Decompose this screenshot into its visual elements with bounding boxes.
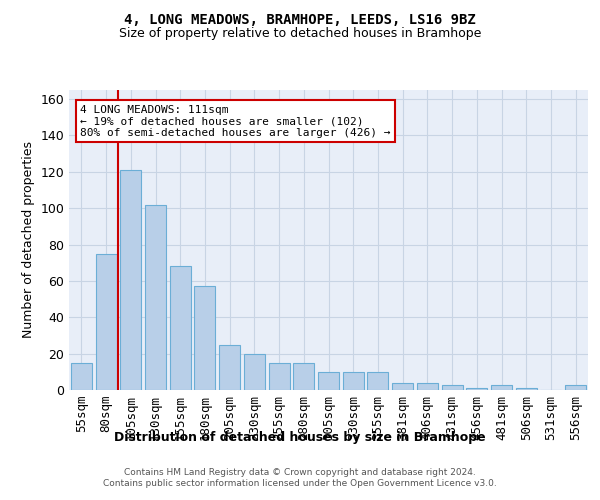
Bar bbox=[392, 382, 413, 390]
Bar bbox=[491, 384, 512, 390]
Bar bbox=[417, 382, 438, 390]
Bar bbox=[293, 362, 314, 390]
Text: Contains HM Land Registry data © Crown copyright and database right 2024.
Contai: Contains HM Land Registry data © Crown c… bbox=[103, 468, 497, 487]
Bar bbox=[170, 266, 191, 390]
Bar bbox=[95, 254, 116, 390]
Bar bbox=[145, 204, 166, 390]
Text: 4 LONG MEADOWS: 111sqm
← 19% of detached houses are smaller (102)
80% of semi-de: 4 LONG MEADOWS: 111sqm ← 19% of detached… bbox=[80, 104, 391, 138]
Bar bbox=[194, 286, 215, 390]
Y-axis label: Number of detached properties: Number of detached properties bbox=[22, 142, 35, 338]
Bar bbox=[219, 344, 240, 390]
Bar bbox=[244, 354, 265, 390]
Bar bbox=[269, 362, 290, 390]
Bar bbox=[442, 384, 463, 390]
Bar bbox=[71, 362, 92, 390]
Bar bbox=[516, 388, 537, 390]
Bar bbox=[565, 384, 586, 390]
Bar bbox=[367, 372, 388, 390]
Bar bbox=[120, 170, 141, 390]
Bar bbox=[466, 388, 487, 390]
Bar bbox=[318, 372, 339, 390]
Text: Size of property relative to detached houses in Bramhope: Size of property relative to detached ho… bbox=[119, 28, 481, 40]
Text: Distribution of detached houses by size in Bramhope: Distribution of detached houses by size … bbox=[114, 431, 486, 444]
Bar bbox=[343, 372, 364, 390]
Text: 4, LONG MEADOWS, BRAMHOPE, LEEDS, LS16 9BZ: 4, LONG MEADOWS, BRAMHOPE, LEEDS, LS16 9… bbox=[124, 12, 476, 26]
